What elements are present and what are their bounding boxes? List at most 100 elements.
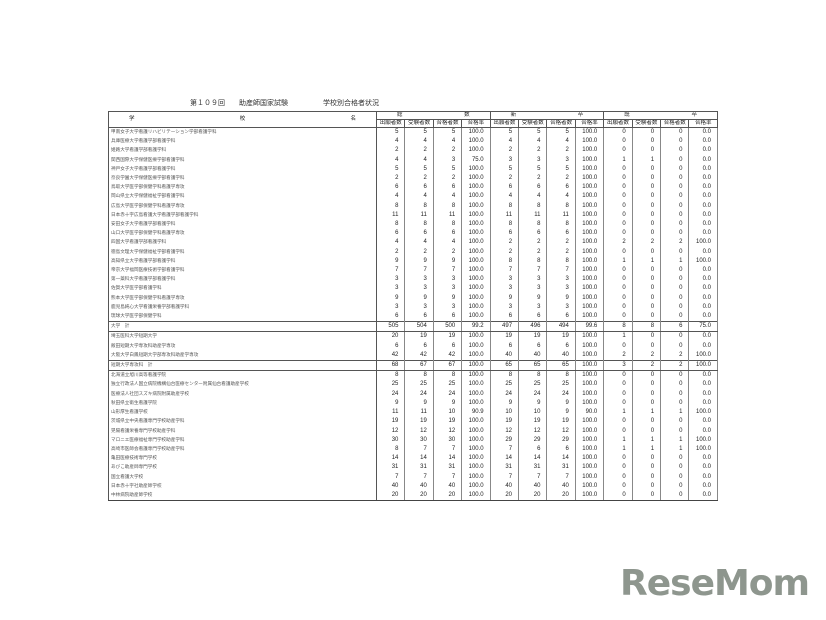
cell-passers: 0 (660, 426, 690, 436)
cell-examinees: 9 (404, 256, 434, 267)
cell-applicants: 1 (603, 155, 633, 165)
cell-passers: 2 (546, 247, 576, 257)
header-char: 既 (624, 112, 630, 119)
cell-passers: 2 (660, 350, 690, 361)
school-name: 奈良学園大学保健医療学部看護学科 (108, 174, 377, 184)
cell-pass-rate: 100.0 (574, 331, 605, 342)
cell-examinees: 4 (518, 192, 548, 202)
cell-examinees: 0 (631, 417, 662, 427)
cell-applicants: 8 (375, 220, 406, 230)
table-row: 鳥取大学医学部保健学科看護学専攻 6 6 6 100.0 6 6 6 100.0 0 0 0 0.0 (108, 183, 718, 193)
subheader-examinees: 受験者数 (518, 119, 548, 128)
cell-pass-rate: 0.0 (688, 490, 718, 502)
cell-examinees: 0 (631, 389, 662, 399)
group-total-header: 総数 (376, 111, 491, 120)
cell-examinees: 6 (404, 341, 434, 351)
cell-applicants: 0 (603, 220, 633, 230)
cell-passers: 8 (432, 220, 463, 230)
cell-examinees: 29 (518, 435, 548, 445)
cell-passers: 3 (546, 284, 576, 294)
school-name: 晃陽看護栄養専門学校助産学科 (108, 426, 377, 436)
cell-passers: 0 (660, 293, 690, 303)
cell-passers: 6 (432, 183, 463, 193)
cell-passers: 11 (546, 210, 576, 221)
cell-passers: 0 (660, 266, 690, 276)
cell-applicants: 7 (375, 472, 406, 482)
cell-passers: 40 (546, 350, 576, 361)
cell-passers: 2 (546, 174, 576, 184)
cell-applicants: 8 (489, 370, 520, 381)
cell-passers: 42 (432, 350, 463, 361)
cell-pass-rate: 0.0 (688, 266, 718, 276)
subheader-applicants: 出願者数 (489, 119, 520, 128)
cell-applicants: 2 (603, 238, 633, 248)
cell-pass-rate: 100.0 (574, 454, 605, 464)
cell-examinees: 14 (518, 454, 548, 464)
cell-pass-rate: 100.0 (461, 201, 491, 211)
cell-examinees: 0 (631, 229, 662, 239)
table-row: 佐賀大学医学部看護学科 3 3 3 100.0 3 3 3 100.0 0 0 0 0.0 (108, 284, 718, 294)
cell-pass-rate: 99.2 (461, 321, 491, 333)
cell-passers: 6 (546, 312, 576, 322)
cell-applicants: 6 (375, 341, 406, 351)
table-row: 熊本大学医学部保健学科看護学専攻 9 9 9 100.0 9 9 9 100.0 0 0 0 0.0 (108, 293, 718, 303)
cell-examinees: 3 (404, 302, 434, 313)
cell-passers: 14 (546, 454, 576, 464)
subheader-pass-rate: 合格率 (574, 119, 605, 128)
table-row: 徳島文理大学保健福祉学部看護学科 2 2 2 100.0 2 2 2 100.0 0 0 0 0.0 (108, 247, 718, 257)
cell-applicants: 8 (603, 321, 633, 333)
cell-passers: 500 (432, 321, 463, 333)
cell-examinees: 0 (631, 454, 662, 464)
cell-pass-rate: 100.0 (461, 360, 491, 372)
table-row: 亀田医療技術専門学校 14 14 14 100.0 14 14 14 100.0 0 0 0 0.0 (108, 454, 718, 464)
cell-applicants: 497 (489, 321, 520, 333)
cell-examinees: 0 (631, 284, 662, 294)
cell-passers: 0 (660, 220, 690, 230)
cell-examinees: 8 (518, 370, 548, 381)
cell-passers: 2 (546, 146, 576, 156)
cell-examinees: 4 (404, 238, 434, 248)
cell-examinees: 4 (518, 137, 548, 147)
cell-applicants: 0 (603, 146, 633, 156)
header-char: 名 (350, 116, 356, 122)
cell-passers: 7 (432, 444, 463, 455)
cell-passers: 9 (432, 256, 463, 267)
cell-passers: 494 (546, 321, 576, 333)
cell-applicants: 24 (375, 389, 406, 399)
cell-passers: 5 (546, 127, 576, 138)
cell-applicants: 1 (603, 444, 633, 455)
cell-examinees: 5 (518, 164, 548, 175)
cell-passers: 24 (432, 389, 463, 399)
cell-applicants: 9 (489, 293, 520, 303)
cell-pass-rate: 100.0 (574, 463, 605, 473)
cell-pass-rate: 100.0 (461, 302, 491, 313)
header-char: 数 (464, 112, 470, 119)
cell-examinees: 6 (404, 312, 434, 322)
cell-passers: 2 (432, 146, 463, 156)
cell-applicants: 3 (375, 302, 406, 313)
cell-applicants: 2 (603, 350, 633, 361)
cell-pass-rate: 100.0 (461, 426, 491, 436)
school-name: 国立看護大学校 (108, 472, 377, 482)
cell-passers: 12 (432, 426, 463, 436)
cell-applicants: 1 (603, 256, 633, 267)
cell-examinees: 0 (631, 312, 662, 322)
cell-passers: 6 (432, 312, 463, 322)
cell-applicants: 8 (489, 220, 520, 230)
cell-passers: 0 (660, 417, 690, 427)
table-row: 山口大学医学部保健学科看護学専攻 6 6 6 100.0 6 6 6 100.0 0 0 0 0.0 (108, 229, 718, 239)
cell-applicants: 8 (375, 370, 406, 381)
cell-applicants: 30 (375, 435, 406, 445)
cell-pass-rate: 75.0 (461, 155, 491, 165)
cell-examinees: 1 (631, 256, 662, 267)
cell-passers: 20 (546, 490, 576, 502)
subheader-passers: 合格者数 (432, 119, 463, 128)
cell-examinees: 8 (518, 220, 548, 230)
cell-passers: 0 (660, 302, 690, 313)
cell-applicants: 42 (375, 350, 406, 361)
cell-passers: 25 (432, 380, 463, 390)
cell-examinees: 0 (631, 463, 662, 473)
cell-examinees: 0 (631, 164, 662, 175)
header-char: 総 (397, 112, 403, 119)
cell-applicants: 8 (489, 256, 520, 267)
